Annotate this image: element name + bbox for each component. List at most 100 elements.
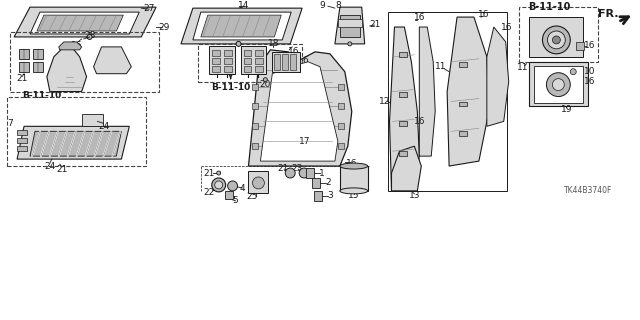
Circle shape xyxy=(552,36,561,44)
Polygon shape xyxy=(248,50,352,166)
Bar xyxy=(529,62,588,107)
Text: 5: 5 xyxy=(233,196,239,205)
Polygon shape xyxy=(181,8,302,44)
Bar xyxy=(209,46,235,74)
Text: 9: 9 xyxy=(319,1,325,10)
Bar xyxy=(338,19,362,27)
Text: 29: 29 xyxy=(158,22,170,31)
Circle shape xyxy=(552,79,564,91)
Circle shape xyxy=(348,42,352,46)
Polygon shape xyxy=(193,12,291,40)
Text: 3: 3 xyxy=(327,191,333,200)
Text: 18: 18 xyxy=(268,39,279,48)
Text: 16: 16 xyxy=(501,22,513,31)
Bar xyxy=(273,52,300,72)
Polygon shape xyxy=(17,138,27,143)
Text: 28: 28 xyxy=(84,31,95,40)
Text: 10: 10 xyxy=(584,67,596,76)
Text: 8: 8 xyxy=(335,1,340,10)
Polygon shape xyxy=(30,12,140,34)
Circle shape xyxy=(236,41,241,46)
Polygon shape xyxy=(37,15,124,31)
Bar xyxy=(244,50,252,56)
Text: 24: 24 xyxy=(44,162,56,171)
Bar xyxy=(33,49,43,59)
Circle shape xyxy=(570,69,576,75)
Text: FR.: FR. xyxy=(598,9,619,19)
Circle shape xyxy=(285,168,295,178)
Bar xyxy=(255,58,264,64)
Text: 24: 24 xyxy=(98,122,109,131)
Bar xyxy=(82,115,104,126)
Bar xyxy=(275,54,280,70)
Text: 16: 16 xyxy=(346,159,358,168)
Polygon shape xyxy=(14,7,156,37)
Bar xyxy=(10,32,159,92)
Polygon shape xyxy=(17,130,27,135)
Bar xyxy=(338,103,344,109)
Ellipse shape xyxy=(340,188,367,194)
Bar xyxy=(255,50,264,56)
Text: 16: 16 xyxy=(289,47,300,56)
Bar xyxy=(338,143,344,149)
Text: 16: 16 xyxy=(413,117,425,126)
Bar xyxy=(459,62,467,67)
Text: B-11-10: B-11-10 xyxy=(529,2,571,12)
Polygon shape xyxy=(447,17,489,166)
Bar xyxy=(255,66,264,72)
Bar xyxy=(223,50,232,56)
Polygon shape xyxy=(392,146,421,191)
Bar xyxy=(306,168,314,178)
Polygon shape xyxy=(340,166,367,191)
Bar xyxy=(19,49,29,59)
Bar xyxy=(244,58,252,64)
Bar xyxy=(19,62,29,72)
Bar xyxy=(252,84,259,90)
Polygon shape xyxy=(335,7,365,44)
Text: 12: 12 xyxy=(379,97,390,106)
Bar xyxy=(576,42,584,50)
Text: 25: 25 xyxy=(247,192,258,201)
Text: 13: 13 xyxy=(408,191,420,200)
Text: 4: 4 xyxy=(240,184,245,193)
Circle shape xyxy=(299,168,309,178)
Polygon shape xyxy=(260,62,338,161)
Text: 19: 19 xyxy=(561,105,572,114)
Circle shape xyxy=(87,35,92,39)
Bar xyxy=(225,191,232,199)
Text: 23: 23 xyxy=(291,164,303,172)
Bar xyxy=(459,101,467,107)
Polygon shape xyxy=(93,47,131,74)
Polygon shape xyxy=(59,42,82,50)
Polygon shape xyxy=(47,47,86,92)
Text: 16: 16 xyxy=(71,41,83,50)
Bar xyxy=(388,12,507,191)
Bar xyxy=(459,131,467,136)
Ellipse shape xyxy=(340,163,367,169)
Text: 6: 6 xyxy=(302,56,308,65)
Bar xyxy=(282,54,288,70)
Bar xyxy=(290,54,296,70)
Text: 22: 22 xyxy=(203,188,214,197)
Bar xyxy=(529,17,583,57)
Bar xyxy=(399,121,408,126)
Circle shape xyxy=(547,31,565,49)
Text: 27: 27 xyxy=(143,4,155,13)
Text: 15: 15 xyxy=(348,191,360,200)
Text: 21: 21 xyxy=(17,74,28,83)
Bar xyxy=(252,123,259,129)
Text: B-11-10: B-11-10 xyxy=(22,91,61,100)
Text: 16: 16 xyxy=(584,41,596,50)
Text: 2: 2 xyxy=(325,179,331,188)
Bar xyxy=(248,171,268,193)
Text: 14: 14 xyxy=(238,1,249,10)
Text: 21: 21 xyxy=(278,164,289,172)
Bar xyxy=(338,84,344,90)
Text: 16: 16 xyxy=(584,77,596,86)
Text: 21: 21 xyxy=(203,169,214,178)
Bar xyxy=(314,191,322,201)
Text: 21: 21 xyxy=(56,164,67,173)
Bar xyxy=(212,66,220,72)
Text: 7: 7 xyxy=(7,119,13,128)
Bar xyxy=(340,15,360,37)
